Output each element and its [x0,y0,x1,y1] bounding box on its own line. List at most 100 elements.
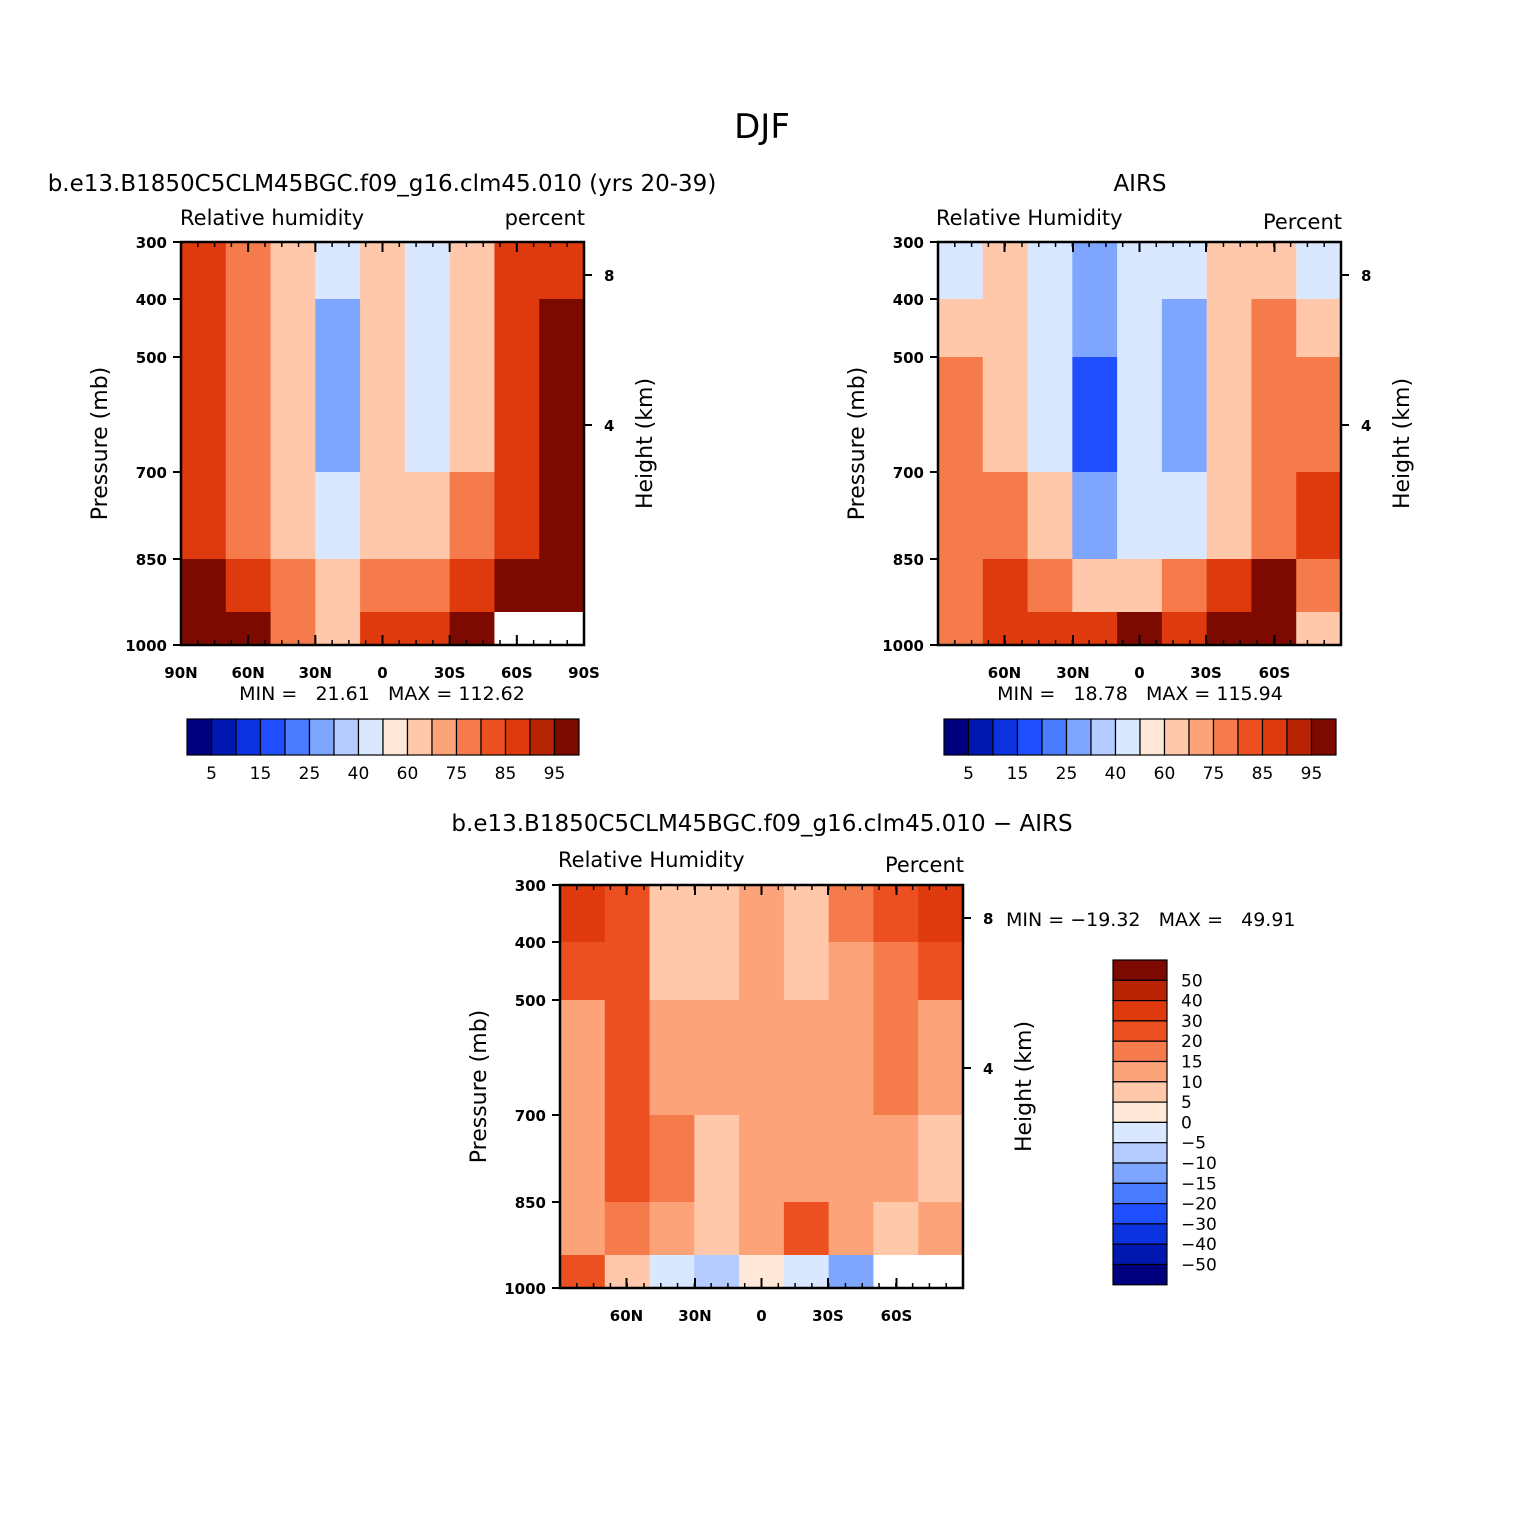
colorbar-label: 20 [1181,1032,1203,1052]
x-tick-label: 60N [610,1307,643,1325]
heatmap-cell [181,299,227,358]
heatmap-cell [1117,559,1163,613]
colorbar-label: 60 [1154,764,1176,784]
colorbar-label: 95 [1301,764,1323,784]
heatmap-cell [225,559,272,613]
heatmap-cell [539,357,585,473]
colorbar-swatch [1114,718,1141,756]
colorbar-swatch [382,718,409,756]
x-tick-label: 90N [164,664,197,682]
heatmap-cell [449,559,496,613]
colorbar-label: −10 [1181,1154,1217,1174]
colorbar-swatch [1237,718,1264,756]
heatmap-cell [649,1202,695,1256]
heatmap-cell [604,1202,651,1256]
heatmap-cell [560,885,606,943]
heatmap-cell [604,942,651,1001]
heatmap-cell [560,1255,606,1289]
heatmap-cell [449,612,496,646]
heatmap-cell [694,885,740,943]
panel-diff-stats: MIN = −19.32 MAX = 49.91 [1006,909,1296,931]
heatmap-cell [1117,299,1163,358]
colorbar-swatch [1112,1243,1168,1266]
heatmap-cell [181,242,227,300]
heatmap-cell [1072,242,1118,300]
heatmap-cell [938,612,984,646]
y-tick-label: 850 [515,1194,546,1212]
heatmap-cell [560,942,606,1001]
heatmap-cell [739,942,785,1001]
colorbar-label: −40 [1181,1235,1217,1255]
colorbar-swatch [992,718,1019,756]
heatmap-cell [1161,472,1208,560]
y-tick-label: 500 [515,992,546,1010]
heatmap-cell [315,612,361,646]
y-tick-label: 850 [893,551,924,569]
height-tick-label: 4 [983,1060,993,1078]
y-tick-label: 700 [893,464,924,482]
colorbar-swatch [308,718,335,756]
colorbar-label: −30 [1181,1215,1217,1235]
colorbar-label: −50 [1181,1256,1217,1276]
panel-obs-left-label: Relative Humidity [936,206,1123,230]
colorbar-swatch [1016,718,1043,756]
colorbar-swatch [967,718,994,756]
heatmap-cell [982,357,1029,473]
heatmap-cell [649,1000,695,1116]
colorbar-swatch [1286,718,1313,756]
heatmap-cell [1117,357,1163,473]
heatmap-cell [404,612,451,646]
colorbar-swatch [1090,718,1117,756]
colorbar-label: 85 [495,764,517,784]
x-tick-label: 90S [568,664,600,682]
heatmap-cell [270,612,316,646]
colorbar-label: 85 [1252,764,1274,784]
heatmap-cell [404,299,451,358]
y-tick-label: 400 [136,291,167,309]
heatmap-cell [360,299,406,358]
colorbar-label: 25 [299,764,321,784]
colorbar-label: 5 [963,764,974,784]
colorbar-label: 10 [1181,1073,1203,1093]
heatmap-cell [181,559,227,613]
heatmap-cell [828,885,875,943]
heatmap-cell [783,942,830,1001]
heatmap-cell [918,1000,964,1116]
colorbar-label: 50 [1181,971,1203,991]
heatmap-cell [560,1202,606,1256]
heatmap-cell [225,357,272,473]
colorbar-swatch [1112,1020,1168,1042]
colorbar-swatch [553,718,580,756]
x-tick-label: 60N [231,664,264,682]
heatmap-cell [828,1000,875,1116]
heatmap-cell [1161,612,1208,646]
heatmap-cell [1206,472,1253,560]
heatmap-cell [1251,559,1297,613]
height-axis-title: Height (km) [1012,1021,1037,1152]
heatmap-cell [1206,357,1253,473]
panel-diff: b.e13.B1850C5CLM45BGC.f09_g16.clm45.010 … [451,811,1295,1325]
x-tick-label: 30N [678,1307,711,1325]
colorbar-swatch [284,718,311,756]
heatmap-cell [1206,242,1253,300]
heatmap-cell [1161,299,1208,358]
heatmap-cell [181,612,227,646]
heatmap-cell [1296,612,1342,646]
panel-diff-right-label: Percent [885,853,964,877]
heatmap-cell [938,299,984,358]
colorbar-label: 25 [1056,764,1078,784]
x-tick-label: 0 [377,664,387,682]
heatmap-cell [539,299,585,358]
heatmap-cell [270,299,316,358]
colorbar-swatch [1310,718,1337,756]
heatmap-cell [694,942,740,1001]
heatmap-cell [315,299,361,358]
heatmap-cell [494,559,540,613]
height-tick-label: 8 [604,267,614,285]
panel-diff-plot: 300 400 500 700 850 1000 8 4 60N 30N 0 30S 60S Pressu… [467,877,1037,1325]
colorbar-swatch [1112,1202,1168,1225]
colorbar-swatch [1112,1223,1168,1245]
panel-obs-right-label: Percent [1263,210,1342,234]
heatmap-cell [739,1115,785,1203]
heatmap-cell [982,299,1029,358]
